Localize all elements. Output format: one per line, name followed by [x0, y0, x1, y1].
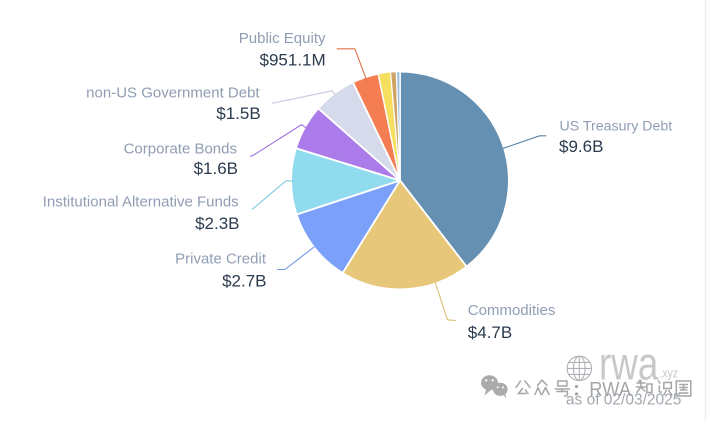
svg-text:rwa: rwa — [599, 338, 659, 390]
svg-text:$9.6B: $9.6B — [559, 137, 603, 156]
svg-text:Corporate Bonds: Corporate Bonds — [124, 140, 237, 157]
svg-text:$1.6B: $1.6B — [194, 159, 238, 178]
svg-text:Institutional Alternative Fund: Institutional Alternative Funds — [43, 194, 239, 211]
svg-text:$2.7B: $2.7B — [222, 271, 266, 290]
svg-text:.xyz: .xyz — [660, 368, 679, 381]
svg-text:$1.5B: $1.5B — [216, 104, 260, 123]
svg-text:Public Equity: Public Equity — [239, 30, 326, 47]
svg-text:as of 02/03/2025: as of 02/03/2025 — [566, 392, 682, 409]
svg-text:$4.7B: $4.7B — [468, 323, 512, 342]
svg-text:Private Credit: Private Credit — [175, 251, 267, 268]
svg-text:$2.3B: $2.3B — [195, 214, 239, 233]
svg-text:RWA: RWA — [589, 380, 631, 402]
svg-text:non-US Government Debt: non-US Government Debt — [86, 85, 260, 102]
svg-text:Commodities: Commodities — [468, 302, 556, 319]
svg-text:US Treasury Debt: US Treasury Debt — [560, 119, 673, 135]
svg-text:$951.1M: $951.1M — [260, 50, 326, 69]
